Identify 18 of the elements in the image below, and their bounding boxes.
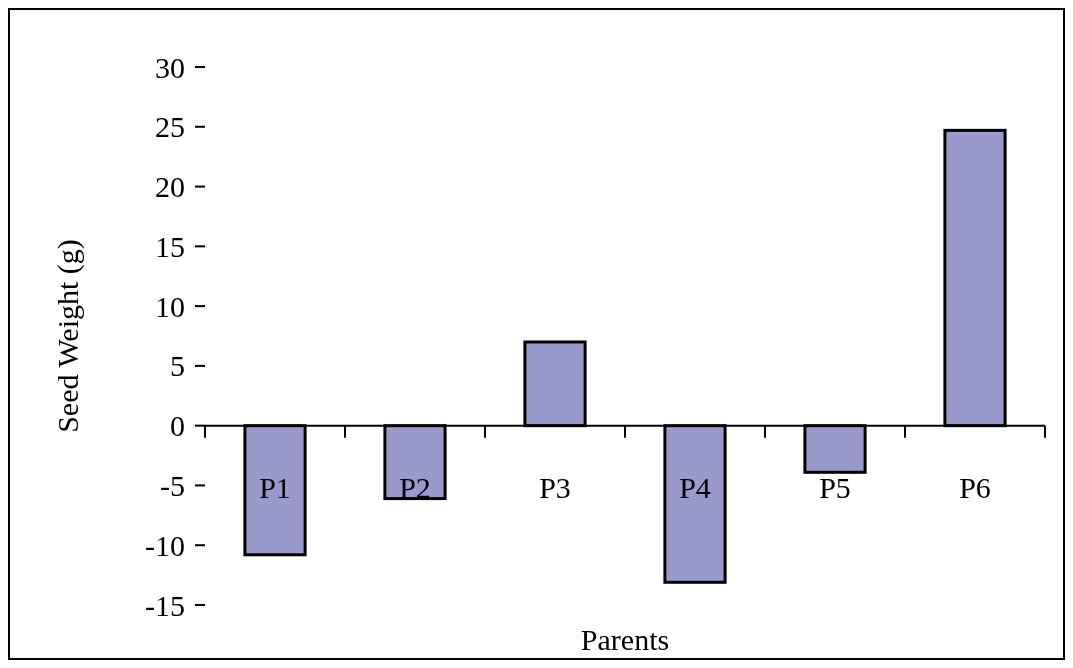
x-tick-label: P4 — [679, 470, 711, 504]
y-tick-label: 0 — [170, 409, 185, 443]
y-tick-label: 15 — [155, 229, 185, 263]
x-tick-label: P6 — [959, 470, 991, 504]
x-tick-label: P1 — [259, 470, 291, 504]
y-tick-label: 20 — [155, 170, 185, 204]
y-tick-label: 10 — [155, 289, 185, 323]
x-tick-label: P5 — [819, 470, 851, 504]
y-tick-label: -10 — [145, 528, 185, 562]
y-tick-label: -5 — [160, 468, 185, 502]
x-tick-label: P3 — [539, 470, 571, 504]
y-tick-label: -15 — [145, 588, 185, 622]
x-axis-title: Parents — [580, 623, 670, 656]
x-tick-label: P2 — [399, 470, 431, 504]
y-tick-label: 25 — [155, 110, 185, 144]
y-tick-label: 30 — [155, 50, 185, 84]
y-axis-title: Seed Weight (g) — [51, 239, 85, 433]
y-tick-label: 5 — [170, 349, 185, 383]
